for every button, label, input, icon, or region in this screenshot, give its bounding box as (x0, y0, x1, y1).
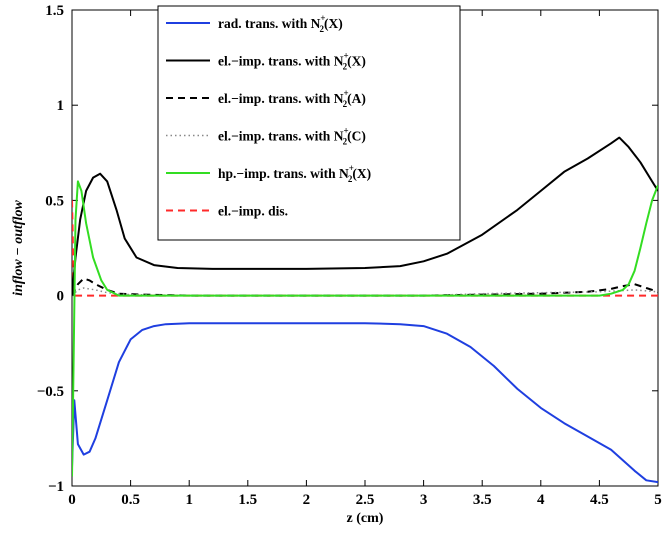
legend-state: (X) (347, 54, 366, 69)
legend-entry-text: hp.−imp. trans. with N (218, 166, 349, 181)
x-tick-label: 2 (303, 492, 311, 508)
x-tick-label: 2.5 (356, 492, 375, 508)
legend-entry-text: rad. trans. with N (218, 16, 321, 31)
legend-entry: el.−imp. trans. with N+ 2(A) (218, 88, 366, 109)
legend-entry: el.−imp. dis. (218, 204, 288, 219)
x-tick-label: 4 (537, 492, 545, 508)
legend-entry: rad. trans. with N+ 2(X) (218, 13, 343, 34)
x-tick-label: 5 (654, 492, 662, 508)
legend-superscript: + (343, 126, 348, 136)
y-axis-label: inflow − outflow (11, 200, 26, 296)
legend-entry-text: el.−imp. trans. with N (218, 54, 344, 69)
x-axis-label: z (cm) (347, 511, 384, 526)
legend-subscript: 2 (348, 174, 353, 184)
legend-subscript: 2 (343, 62, 348, 72)
series-line-2 (72, 277, 658, 297)
legend-state: (X) (324, 16, 343, 31)
series-layer (72, 136, 658, 484)
x-tick-label: 1.5 (238, 492, 257, 508)
legend-superscript: + (343, 88, 348, 98)
x-tick-label: 3 (420, 492, 428, 508)
y-tick-label: 1.5 (45, 3, 64, 19)
x-tick-label: 1 (185, 492, 193, 508)
y-tick-label: 0.5 (45, 193, 64, 209)
x-tick-label: 0.5 (121, 492, 140, 508)
legend-subscript: 2 (320, 24, 325, 34)
legend-entry: hp.−imp. trans. with N+ 2(X) (218, 163, 371, 184)
legend-superscript: + (320, 13, 325, 23)
legend-entry-text: el.−imp. trans. with N (218, 91, 344, 106)
series-line-4 (72, 180, 658, 477)
x-tick-label: 4.5 (590, 492, 609, 508)
legend-entry-text: el.−imp. dis. (218, 204, 288, 219)
legend-entry-text: el.−imp. trans. with N (218, 129, 344, 144)
series-line-1 (72, 136, 658, 296)
legend-subscript: 2 (343, 137, 348, 147)
legend-entry: el.−imp. trans. with N+ 2(X) (218, 51, 366, 72)
legend-state: (A) (347, 91, 366, 106)
legend-superscript: + (343, 51, 348, 61)
y-tick-label: 1 (57, 98, 65, 114)
y-tick-label: −1 (48, 479, 64, 495)
legend-state: (X) (352, 166, 371, 181)
legend-subscript: 2 (343, 99, 348, 109)
legend: rad. trans. with N+ 2(X)el.−imp. trans. w… (157, 5, 461, 241)
legend-state: (C) (347, 129, 366, 144)
legend-box (157, 5, 461, 241)
x-tick-label: 0 (68, 492, 76, 508)
legend-superscript: + (349, 163, 354, 173)
y-tick-label: 0 (57, 289, 65, 305)
y-tick-label: −0.5 (37, 384, 64, 400)
legend-entry: el.−imp. trans. with N+ 2(C) (218, 126, 366, 147)
series-line-0 (72, 322, 658, 484)
axes-layer: 0 0.5 1 1.5 2 2.5 3 3.5 4 4.5 5 −1 −0.5 0 0.5 1 1.5 z (cm… (11, 3, 662, 526)
x-tick-label: 3.5 (473, 492, 492, 508)
